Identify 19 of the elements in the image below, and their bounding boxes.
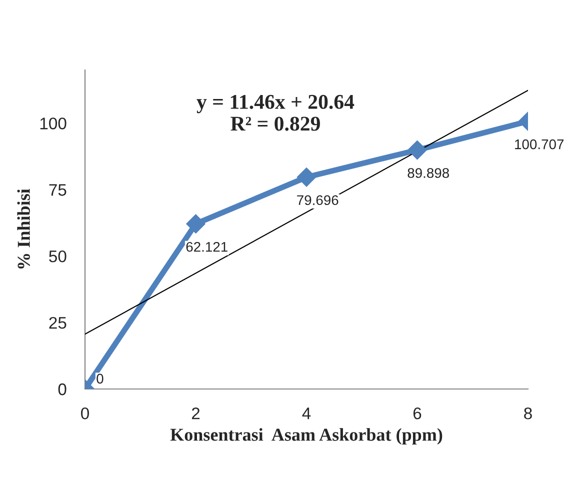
y-tick-label: 75 [49,184,66,196]
data-label: 100.707 [515,139,564,150]
y-axis-title: % Inhibisi [17,188,30,269]
y-tick-label: 50 [49,250,66,262]
x-tick-label: 4 [302,408,311,420]
x-tick-label: 8 [524,407,532,420]
x-tick-label: 2 [192,407,200,420]
data-label: 89.898 [408,168,449,178]
y-tick-label: 0 [58,383,66,396]
data-label: 0 [96,374,104,384]
data-label: 62.121 [186,242,228,252]
y-tick-label: 100 [40,118,66,130]
x-tick-label: 6 [413,407,422,420]
data-label: 79.696 [297,195,338,206]
annotation: y = 11.46x + 20.64 R² = 0.829 [196,94,354,131]
x-tick-label: 0 [81,407,89,420]
y-tick-label: 25 [49,316,66,329]
x-axis-title: Konsentrasi Asam Askorbat (ppm) [170,428,442,445]
point [296,168,316,187]
